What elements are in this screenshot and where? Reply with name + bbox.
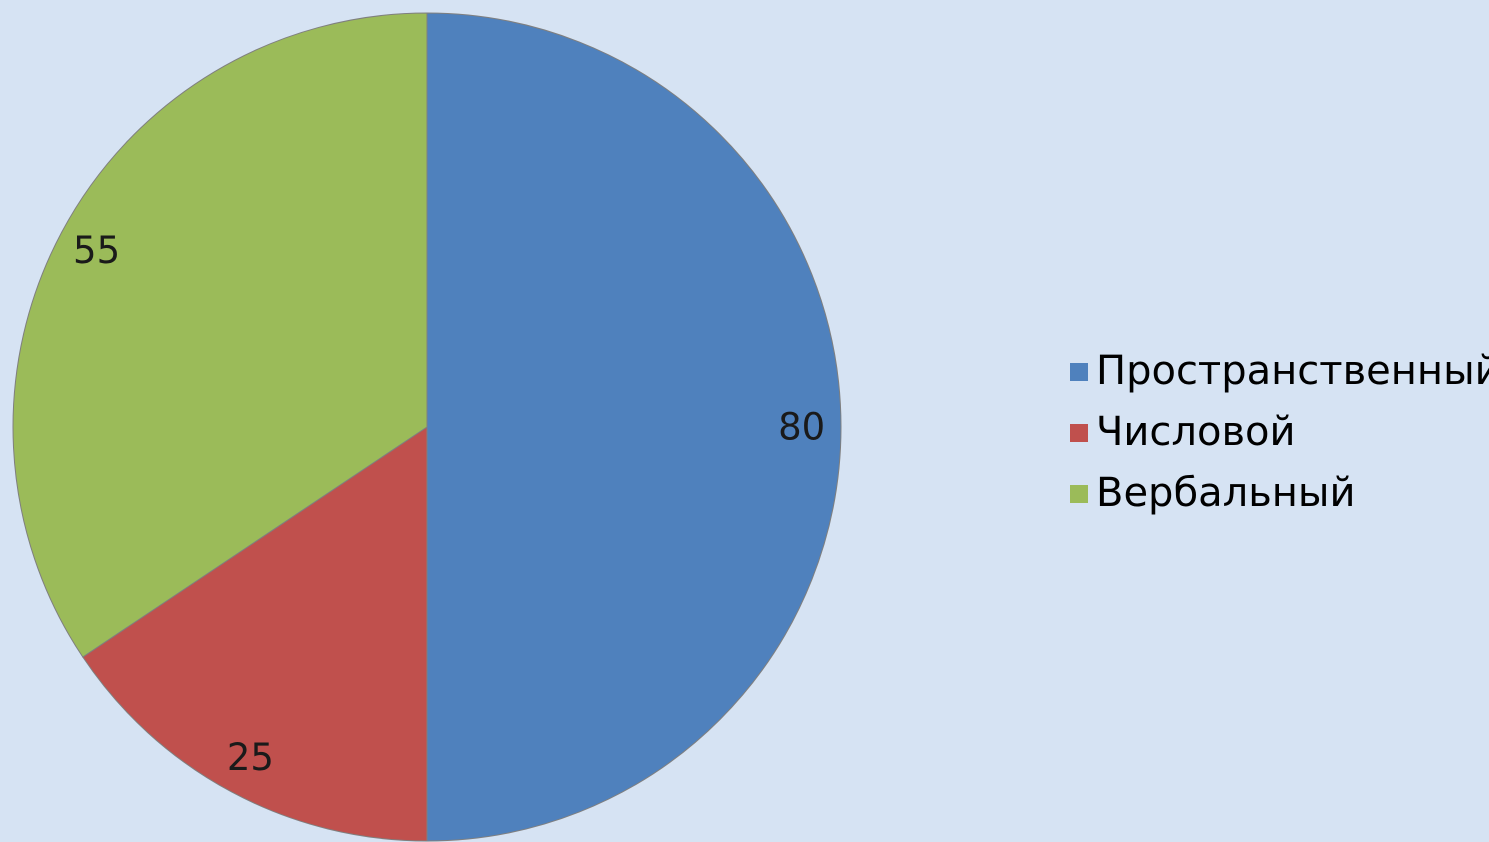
legend-swatch	[1070, 484, 1088, 503]
pie-data-label-0: 80	[778, 406, 825, 449]
legend-label: Числовой	[1096, 409, 1296, 455]
pie-slice-2	[12, 12, 428, 658]
legend-label: Вербальный	[1096, 470, 1356, 516]
chart-legend: Пространственный Числовой Вербальный	[1070, 341, 1489, 524]
legend-item-chislovoi: Числовой	[1070, 402, 1485, 463]
legend-item-verbalnyi: Вербальный	[1070, 463, 1485, 524]
legend-swatch	[1070, 423, 1088, 442]
pie-slice-1	[82, 426, 428, 842]
pie-slice-0	[426, 12, 842, 842]
pie-data-label-1: 25	[227, 736, 274, 779]
legend-item-prostranstvennyi: Пространственный	[1070, 341, 1489, 402]
legend-label: Пространственный	[1096, 348, 1489, 394]
pie-data-label-2: 55	[73, 229, 120, 272]
pie-slices	[12, 12, 842, 842]
pie-data-labels: 80 25 55	[73, 229, 825, 779]
legend-swatch	[1070, 362, 1088, 381]
